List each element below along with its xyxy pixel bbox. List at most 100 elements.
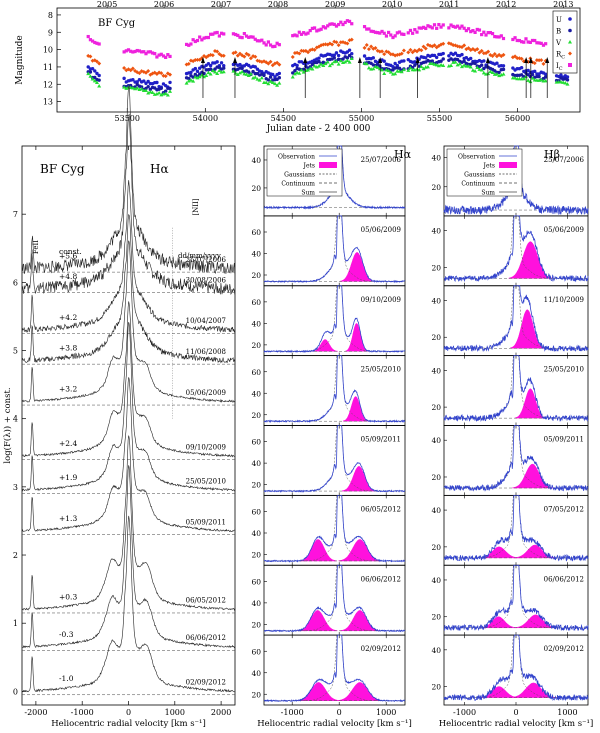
legend-jets-swatch: [499, 162, 517, 168]
point-U: [382, 59, 386, 63]
subpanel-date: 06/06/2012: [361, 575, 401, 583]
point-IC: [135, 48, 139, 53]
point-RC: [242, 54, 247, 59]
point-B: [293, 69, 297, 73]
y-tick-label: 60: [251, 508, 261, 517]
point-IC: [142, 50, 146, 54]
spectrum-date-label: 06/05/2012: [186, 597, 226, 605]
point-IC: [482, 30, 486, 34]
point-V: [197, 74, 202, 79]
point-IC: [339, 20, 343, 24]
point-V: [314, 64, 319, 69]
point-V: [386, 68, 391, 73]
y-tick-label: 20: [251, 551, 261, 560]
halpha-spectrum: [21, 240, 235, 403]
point-B: [213, 67, 217, 71]
jet-subpanel: 20 40 11/10/2009: [431, 285, 589, 357]
legend-label: Gaussians: [284, 172, 315, 179]
subpanel-date: 25/05/2010: [361, 366, 401, 374]
jet-subpanel: 20 40 60 05/06/2009: [251, 215, 406, 287]
point-V: [366, 65, 371, 70]
point-B: [439, 59, 443, 63]
point-RC: [248, 56, 253, 61]
point-RC: [235, 53, 240, 58]
point-IC: [209, 32, 213, 36]
point-U: [371, 56, 375, 60]
point-B: [537, 74, 541, 79]
point-B: [93, 75, 97, 80]
jet-subpanel: 20 40 06/06/2012: [431, 564, 589, 636]
point-V: [477, 67, 482, 71]
point-V: [415, 67, 420, 71]
point-U: [317, 56, 321, 60]
jet-component: [510, 309, 545, 349]
y-tick-label: 20: [251, 271, 261, 280]
point-IC: [449, 23, 453, 27]
point-IC: [430, 26, 434, 30]
point-B: [441, 57, 445, 61]
point-IC: [365, 27, 369, 31]
point-IC: [451, 24, 455, 29]
point-IC: [537, 41, 541, 45]
spectrum-offset-label: +1.9: [59, 473, 77, 482]
point-V: [327, 63, 332, 68]
point-V: [259, 75, 264, 80]
point-U: [155, 80, 159, 85]
point-V: [323, 61, 328, 66]
jet-component: [478, 546, 520, 559]
y-tick-label: 0: [13, 687, 18, 696]
point-IC: [211, 32, 215, 36]
y-tick-label: 20: [431, 683, 441, 692]
halpha-spectrum: [21, 85, 236, 275]
point-IC: [347, 19, 352, 24]
point-B: [501, 67, 506, 72]
point-IC: [384, 34, 389, 38]
point-RC: [233, 50, 238, 55]
point-U: [565, 75, 570, 79]
point-IC: [242, 32, 246, 36]
point-V: [459, 64, 464, 69]
jet-subpanel: 20 40 05/09/2011: [431, 425, 589, 496]
year-label: 2005: [97, 0, 117, 9]
point-V: [210, 68, 215, 73]
point-RC: [481, 51, 486, 56]
y-tick-label: 40: [431, 506, 441, 515]
point-B: [530, 72, 535, 77]
point-V: [257, 78, 262, 82]
legend-label: Continuum: [281, 181, 315, 188]
x-tick-label: -2000: [24, 708, 47, 717]
legend-subscript: C: [561, 55, 565, 61]
point-IC: [477, 28, 482, 32]
subpanel-date: 05/06/2009: [361, 226, 401, 234]
point-IC: [473, 30, 477, 34]
spectrum-offset-label: +3.2: [59, 384, 77, 393]
point-V: [513, 76, 518, 80]
point-IC: [271, 45, 275, 49]
point-IC: [155, 55, 159, 59]
point-V: [462, 63, 467, 67]
y-tick-label: 40: [431, 436, 441, 445]
point-RC: [492, 52, 497, 57]
point-RC: [349, 37, 354, 42]
point-IC: [312, 26, 317, 30]
hbeta-jets-panel: 20 40 25/07/2006 20 40 05/06/2009 20 40 11/10/20…: [431, 145, 593, 729]
series-RC: [86, 37, 570, 79]
point-IC: [195, 38, 200, 43]
point-U: [495, 61, 499, 65]
halpha-spectrum: [21, 301, 235, 458]
point-U: [195, 69, 200, 74]
y-tick-label: 12: [43, 80, 53, 89]
halpha-spectrum: [21, 322, 235, 492]
point-U: [453, 51, 458, 55]
spectrum-offset-label: +1.3: [59, 514, 77, 523]
point-IC: [380, 29, 384, 34]
y-tick-label: 60: [251, 368, 261, 377]
point-IC: [493, 34, 497, 39]
point-V: [143, 88, 148, 92]
point-V: [266, 81, 271, 86]
point-V: [330, 61, 335, 66]
point-IC: [251, 35, 255, 39]
point-RC: [130, 66, 135, 71]
y-tick-label: 40: [251, 459, 261, 468]
point-U: [332, 53, 336, 57]
